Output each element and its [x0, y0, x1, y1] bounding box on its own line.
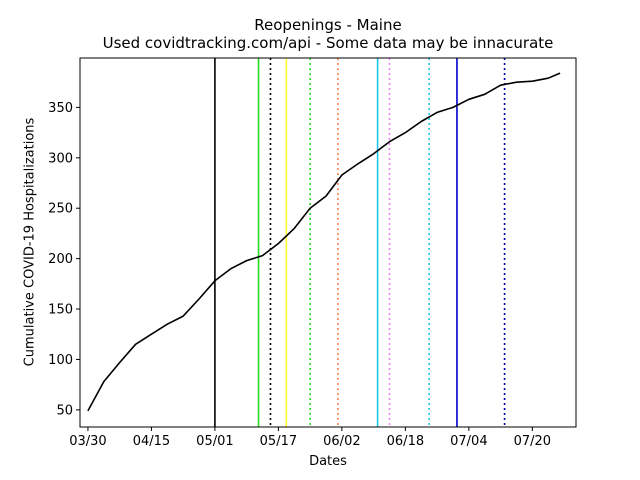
x-tick-label: 06/02	[323, 434, 360, 449]
y-tick-label: 250	[48, 202, 73, 217]
x-tick-label: 05/01	[196, 434, 233, 449]
y-tick-label: 350	[48, 101, 73, 116]
x-axis-label: Dates	[309, 454, 347, 469]
y-tick-label: 300	[48, 151, 73, 166]
x-tick-label: 07/04	[450, 434, 487, 449]
y-tick-label: 200	[48, 252, 73, 267]
y-tick-label: 100	[48, 353, 73, 368]
x-tick-label: 03/30	[69, 434, 106, 449]
y-tick-label: 150	[48, 303, 73, 318]
y-axis-label: Cumulative COVID-19 Hospitalizations	[22, 117, 38, 367]
plot-frame	[79, 57, 577, 428]
chart-title: Reopenings - Maine	[254, 16, 402, 34]
chart-subtitle: Used covidtracking.com/api - Some data m…	[102, 34, 554, 52]
x-tick-label: 06/18	[387, 434, 424, 449]
series-line	[87, 72, 561, 412]
plot-background	[80, 58, 576, 427]
y-tick-label: 50	[56, 403, 73, 418]
x-tick-label: 05/17	[260, 434, 297, 449]
x-tick-label: 07/20	[514, 434, 551, 449]
x-tick-label: 04/15	[133, 434, 170, 449]
